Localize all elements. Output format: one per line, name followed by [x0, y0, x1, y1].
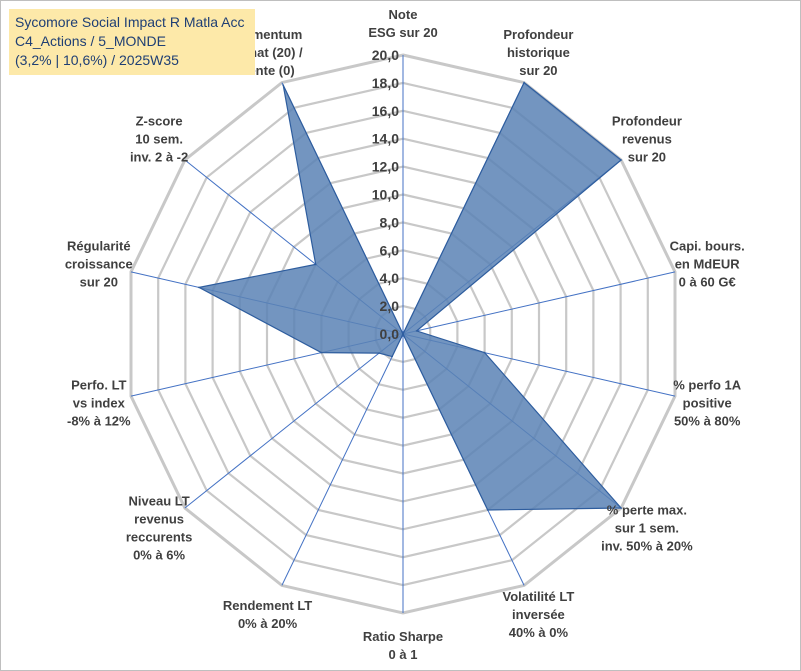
axis-spoke — [184, 333, 404, 509]
tick-label: 8,0 — [380, 214, 400, 230]
axis-label: Niveau LT revenus reccurents 0% à 6% — [126, 494, 192, 563]
tick-label: 6,0 — [380, 242, 400, 258]
axis-spoke — [402, 271, 676, 335]
tick-label: 10,0 — [372, 187, 399, 203]
data-point — [402, 333, 404, 335]
title-line-1: Sycomore Social Impact R Matla Acc — [15, 14, 245, 30]
title-line-2: C4_Actions / 5_MONDE — [15, 33, 166, 49]
data-point — [391, 355, 393, 358]
axis-label: % perfo 1A positive 50% à 80% — [673, 377, 742, 428]
data-point — [415, 330, 418, 332]
tick-label: 0,0 — [380, 326, 400, 342]
axis-label: Note ESG sur 20 — [368, 7, 437, 40]
axis-label: Profondeur historique sur 20 — [503, 27, 573, 78]
axis-label: Profondeur revenus sur 20 — [612, 114, 682, 165]
data-point — [378, 352, 380, 354]
radar-axis-labels: Note ESG sur 20 Profondeur historique sur 20… — [65, 7, 745, 662]
tick-label: 18,0 — [372, 75, 399, 91]
data-point — [320, 351, 323, 354]
tick-label: 2,0 — [380, 298, 400, 314]
data-point — [282, 84, 285, 86]
data-point — [620, 159, 622, 161]
axis-label: Volatilité LT inversée 40% à 0% — [503, 589, 575, 640]
radar-series — [197, 81, 623, 511]
axis-spoke — [281, 333, 404, 586]
tick-label: 14,0 — [372, 131, 399, 147]
tick-label: 12,0 — [372, 159, 399, 175]
axis-label: Z-score 10 sem. inv. 2 à -2 — [130, 114, 188, 165]
axis-label: Rendement LT 0% à 20% — [223, 598, 312, 631]
axis-label: % perte max. sur 1 sem. inv. 50% à 20% — [601, 503, 693, 554]
data-point — [486, 509, 489, 511]
data-point — [198, 286, 200, 289]
radar-tick-labels: 0,0 2,0 4,0 6,0 8,0 10,0 12,0 14,0 16,0 18,0 20,0 — [372, 47, 399, 342]
data-point — [483, 351, 486, 354]
tick-label: 16,0 — [372, 103, 399, 119]
axis-label: Perfo. LT vs index -8% à 12% — [67, 377, 131, 428]
axis-label: Régularité croissance sur 20 — [65, 239, 133, 290]
data-point — [620, 507, 622, 509]
axis-label: Ratio Sharpe 0 à 1 — [363, 629, 443, 662]
tick-label: 20,0 — [372, 47, 399, 63]
data-point — [314, 263, 317, 266]
tick-label: 4,0 — [380, 270, 400, 286]
chart-title-box: Sycomore Social Impact R Matla Acc C4_Ac… — [9, 9, 255, 75]
axis-label: Capi. bours. en MdEUR 0 à 60 G€ — [670, 239, 745, 290]
title-line-3: (3,2% | 10,6%) / 2025W35 — [15, 52, 179, 68]
data-point — [523, 81, 525, 84]
